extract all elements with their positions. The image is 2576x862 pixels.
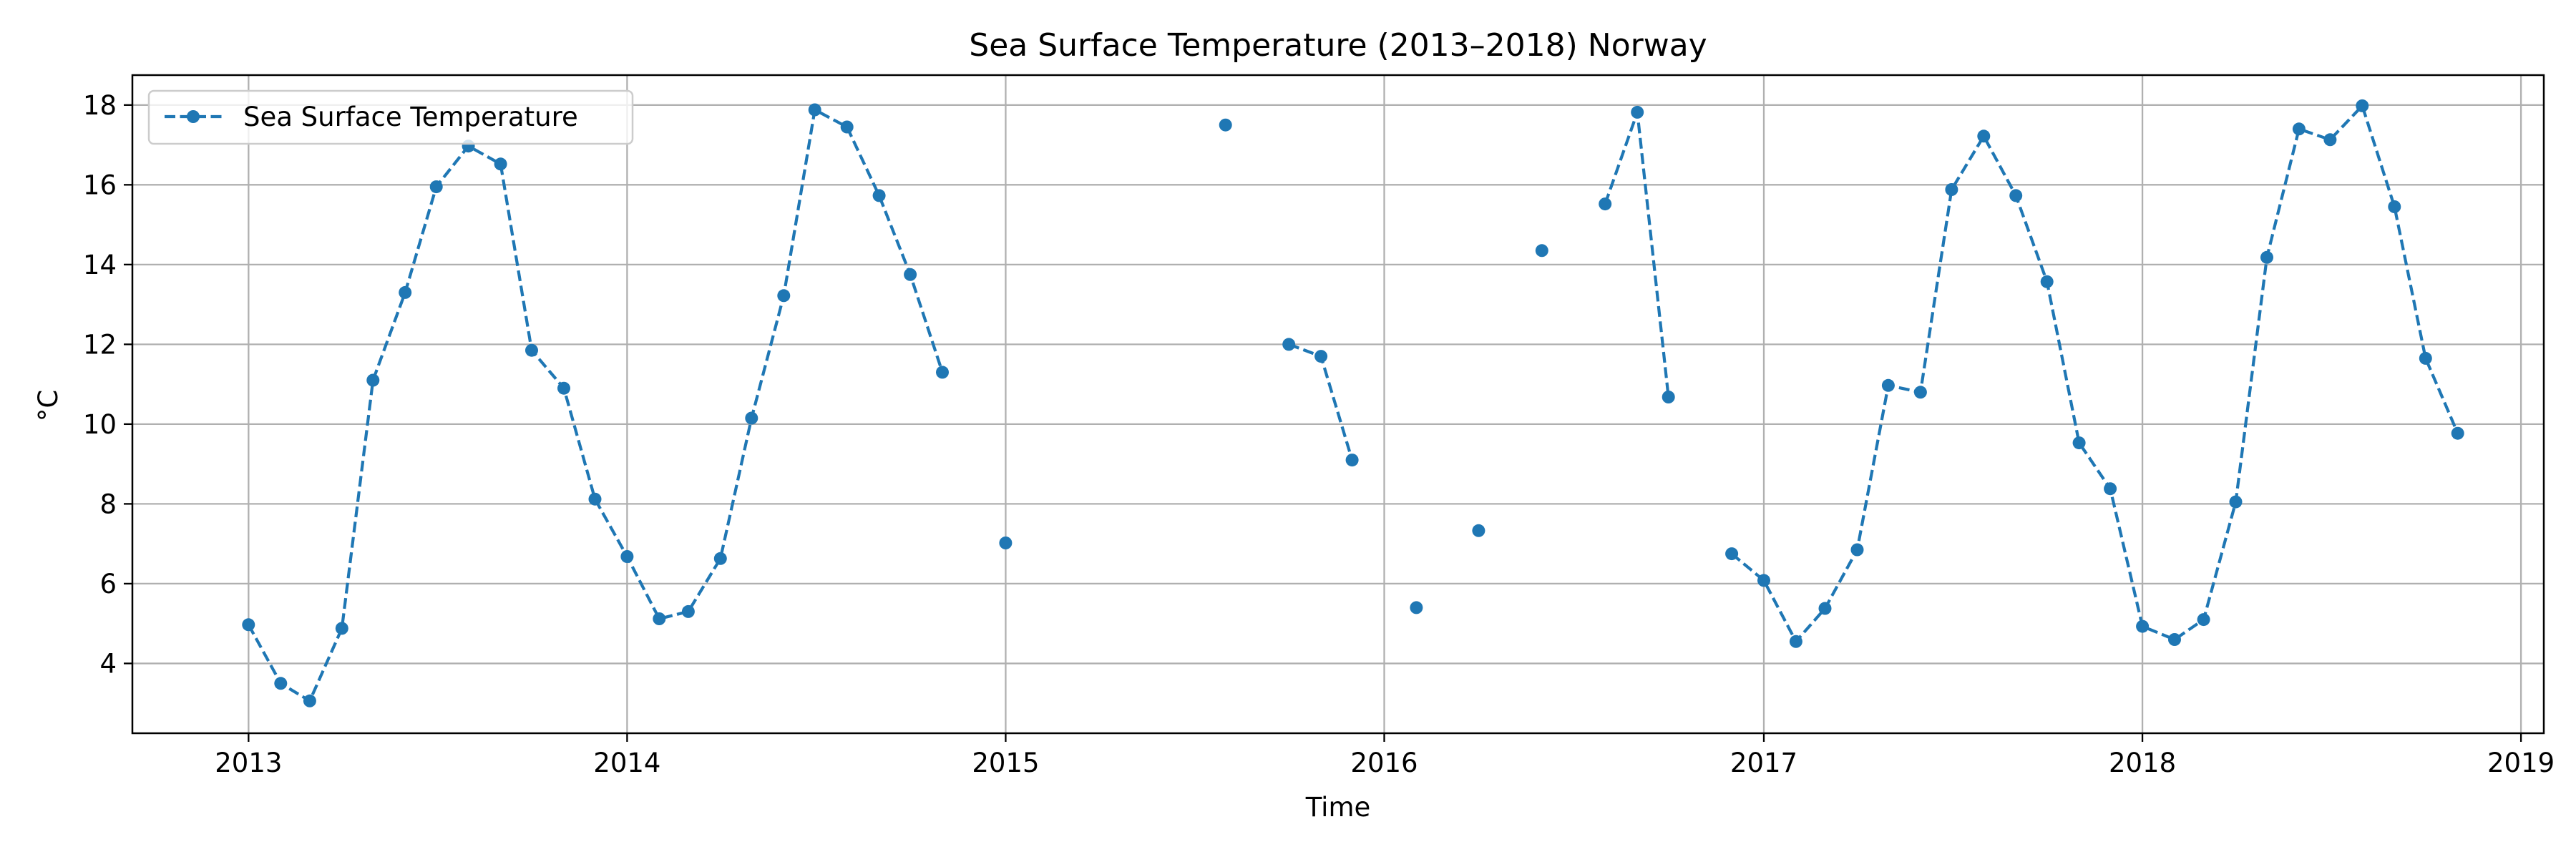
data-point xyxy=(1818,602,1832,615)
data-point xyxy=(2104,482,2117,496)
data-point xyxy=(1282,338,1296,351)
data-point xyxy=(1314,350,1328,363)
data-point xyxy=(2419,351,2432,365)
data-point xyxy=(2388,200,2401,213)
legend: Sea Surface Temperature xyxy=(147,89,634,145)
data-point xyxy=(936,366,949,379)
data-point xyxy=(303,694,316,707)
data-point xyxy=(335,622,348,635)
x-axis-label: Time xyxy=(1305,792,1371,823)
data-point xyxy=(274,677,288,690)
data-point xyxy=(1977,129,1991,143)
data-point xyxy=(1662,391,1675,403)
data-point xyxy=(588,492,602,506)
data-point xyxy=(1345,454,1359,467)
data-point xyxy=(777,289,791,303)
data-point xyxy=(1945,183,1958,196)
data-point xyxy=(1410,601,1423,614)
y-tick-label: 4 xyxy=(99,648,117,679)
y-tick-label: 10 xyxy=(83,409,117,440)
data-point xyxy=(745,411,758,425)
data-point xyxy=(1789,635,1802,648)
data-point xyxy=(557,381,570,395)
data-point xyxy=(2323,133,2337,147)
data-point xyxy=(1472,524,1485,537)
data-point xyxy=(1725,547,1739,561)
x-tick-label: 2018 xyxy=(2109,748,2176,778)
data-point xyxy=(2136,619,2150,633)
data-point xyxy=(2260,250,2273,264)
x-tick-label: 2013 xyxy=(215,748,282,778)
data-point xyxy=(904,268,917,281)
x-tick-label: 2017 xyxy=(1730,748,1797,778)
data-point xyxy=(1219,118,1232,132)
data-point xyxy=(399,285,412,299)
data-point xyxy=(1535,244,1548,258)
y-axis-label: °C xyxy=(33,390,64,421)
data-point xyxy=(1913,386,1927,399)
y-tick-label: 12 xyxy=(83,329,117,360)
legend-frame xyxy=(147,89,634,145)
data-point xyxy=(713,552,727,565)
x-tick-label: 2015 xyxy=(972,748,1039,778)
data-point xyxy=(494,157,507,171)
y-tick-label: 6 xyxy=(99,569,117,599)
data-point xyxy=(1599,197,1612,211)
data-point xyxy=(1881,378,1895,392)
data-point xyxy=(2009,189,2023,202)
data-point xyxy=(840,120,854,134)
x-tick-label: 2016 xyxy=(1350,748,1418,778)
chart-title: Sea Surface Temperature (2013–2018) Norw… xyxy=(969,27,1707,64)
y-tick-label: 14 xyxy=(83,250,117,280)
data-point xyxy=(2197,613,2210,627)
plot-frame xyxy=(131,74,2545,735)
series-layer xyxy=(242,99,2464,707)
data-point xyxy=(2072,436,2086,450)
data-point xyxy=(653,612,666,625)
y-tick-label: 16 xyxy=(83,170,117,200)
data-point xyxy=(2040,275,2054,288)
data-point xyxy=(2292,122,2306,136)
data-point xyxy=(525,343,538,357)
y-tick-label: 18 xyxy=(83,90,117,121)
grid xyxy=(132,75,2544,733)
data-point xyxy=(681,604,695,618)
data-point xyxy=(429,180,443,194)
data-point xyxy=(242,618,255,632)
data-point xyxy=(1631,105,1644,119)
legend-label: Sea Surface Temperature xyxy=(243,102,578,132)
data-point xyxy=(2356,99,2369,112)
data-point xyxy=(1757,574,1770,587)
series-line xyxy=(1730,104,2459,643)
data-point xyxy=(620,550,634,563)
legend-marker-icon xyxy=(187,110,200,123)
data-point xyxy=(808,103,821,117)
data-point xyxy=(999,537,1013,549)
x-tick-label: 2014 xyxy=(593,748,660,778)
x-tick-label: 2019 xyxy=(2487,748,2555,778)
data-point xyxy=(366,373,380,387)
data-point xyxy=(1850,543,1864,557)
data-point xyxy=(872,189,886,202)
series-line xyxy=(247,108,944,702)
data-point xyxy=(2451,426,2464,440)
data-point xyxy=(2168,633,2181,646)
y-tick-label: 8 xyxy=(99,489,117,519)
ticks: 2013 2014 2015 2016 2017 2018 2019 4 6 8 10 12 14 16 1… xyxy=(83,90,2555,778)
data-point xyxy=(2229,495,2243,509)
